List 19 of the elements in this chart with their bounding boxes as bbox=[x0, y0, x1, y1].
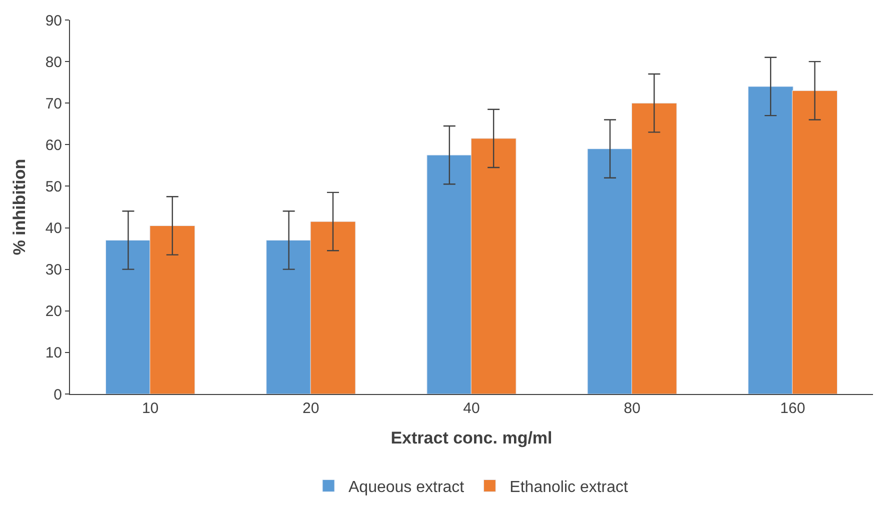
y-tick-label: 70 bbox=[45, 95, 62, 112]
y-tick-label: 10 bbox=[45, 344, 62, 362]
legend-label: Aqueous extract bbox=[348, 478, 465, 496]
y-tick-label: 30 bbox=[45, 262, 62, 279]
y-tick-label: 20 bbox=[45, 303, 62, 320]
y-tick-label: 50 bbox=[45, 178, 62, 196]
y-tick-label: 40 bbox=[45, 220, 62, 238]
y-tick-label: 80 bbox=[45, 54, 62, 71]
legend-label: Ethanolic extract bbox=[510, 478, 629, 496]
x-tick-label: 40 bbox=[463, 400, 480, 417]
x-tick-label: 20 bbox=[302, 400, 320, 417]
x-axis-title: Extract conc. mg/ml bbox=[390, 428, 552, 448]
y-tick-label: 0 bbox=[54, 386, 62, 404]
x-tick-label: 10 bbox=[142, 400, 159, 417]
x-tick-label: 160 bbox=[780, 400, 806, 417]
y-tick-label: 90 bbox=[45, 12, 62, 30]
y-tick-label: 60 bbox=[45, 136, 62, 154]
x-tick-label: 80 bbox=[624, 400, 640, 417]
y-axis-title: % inhibition bbox=[10, 158, 29, 256]
